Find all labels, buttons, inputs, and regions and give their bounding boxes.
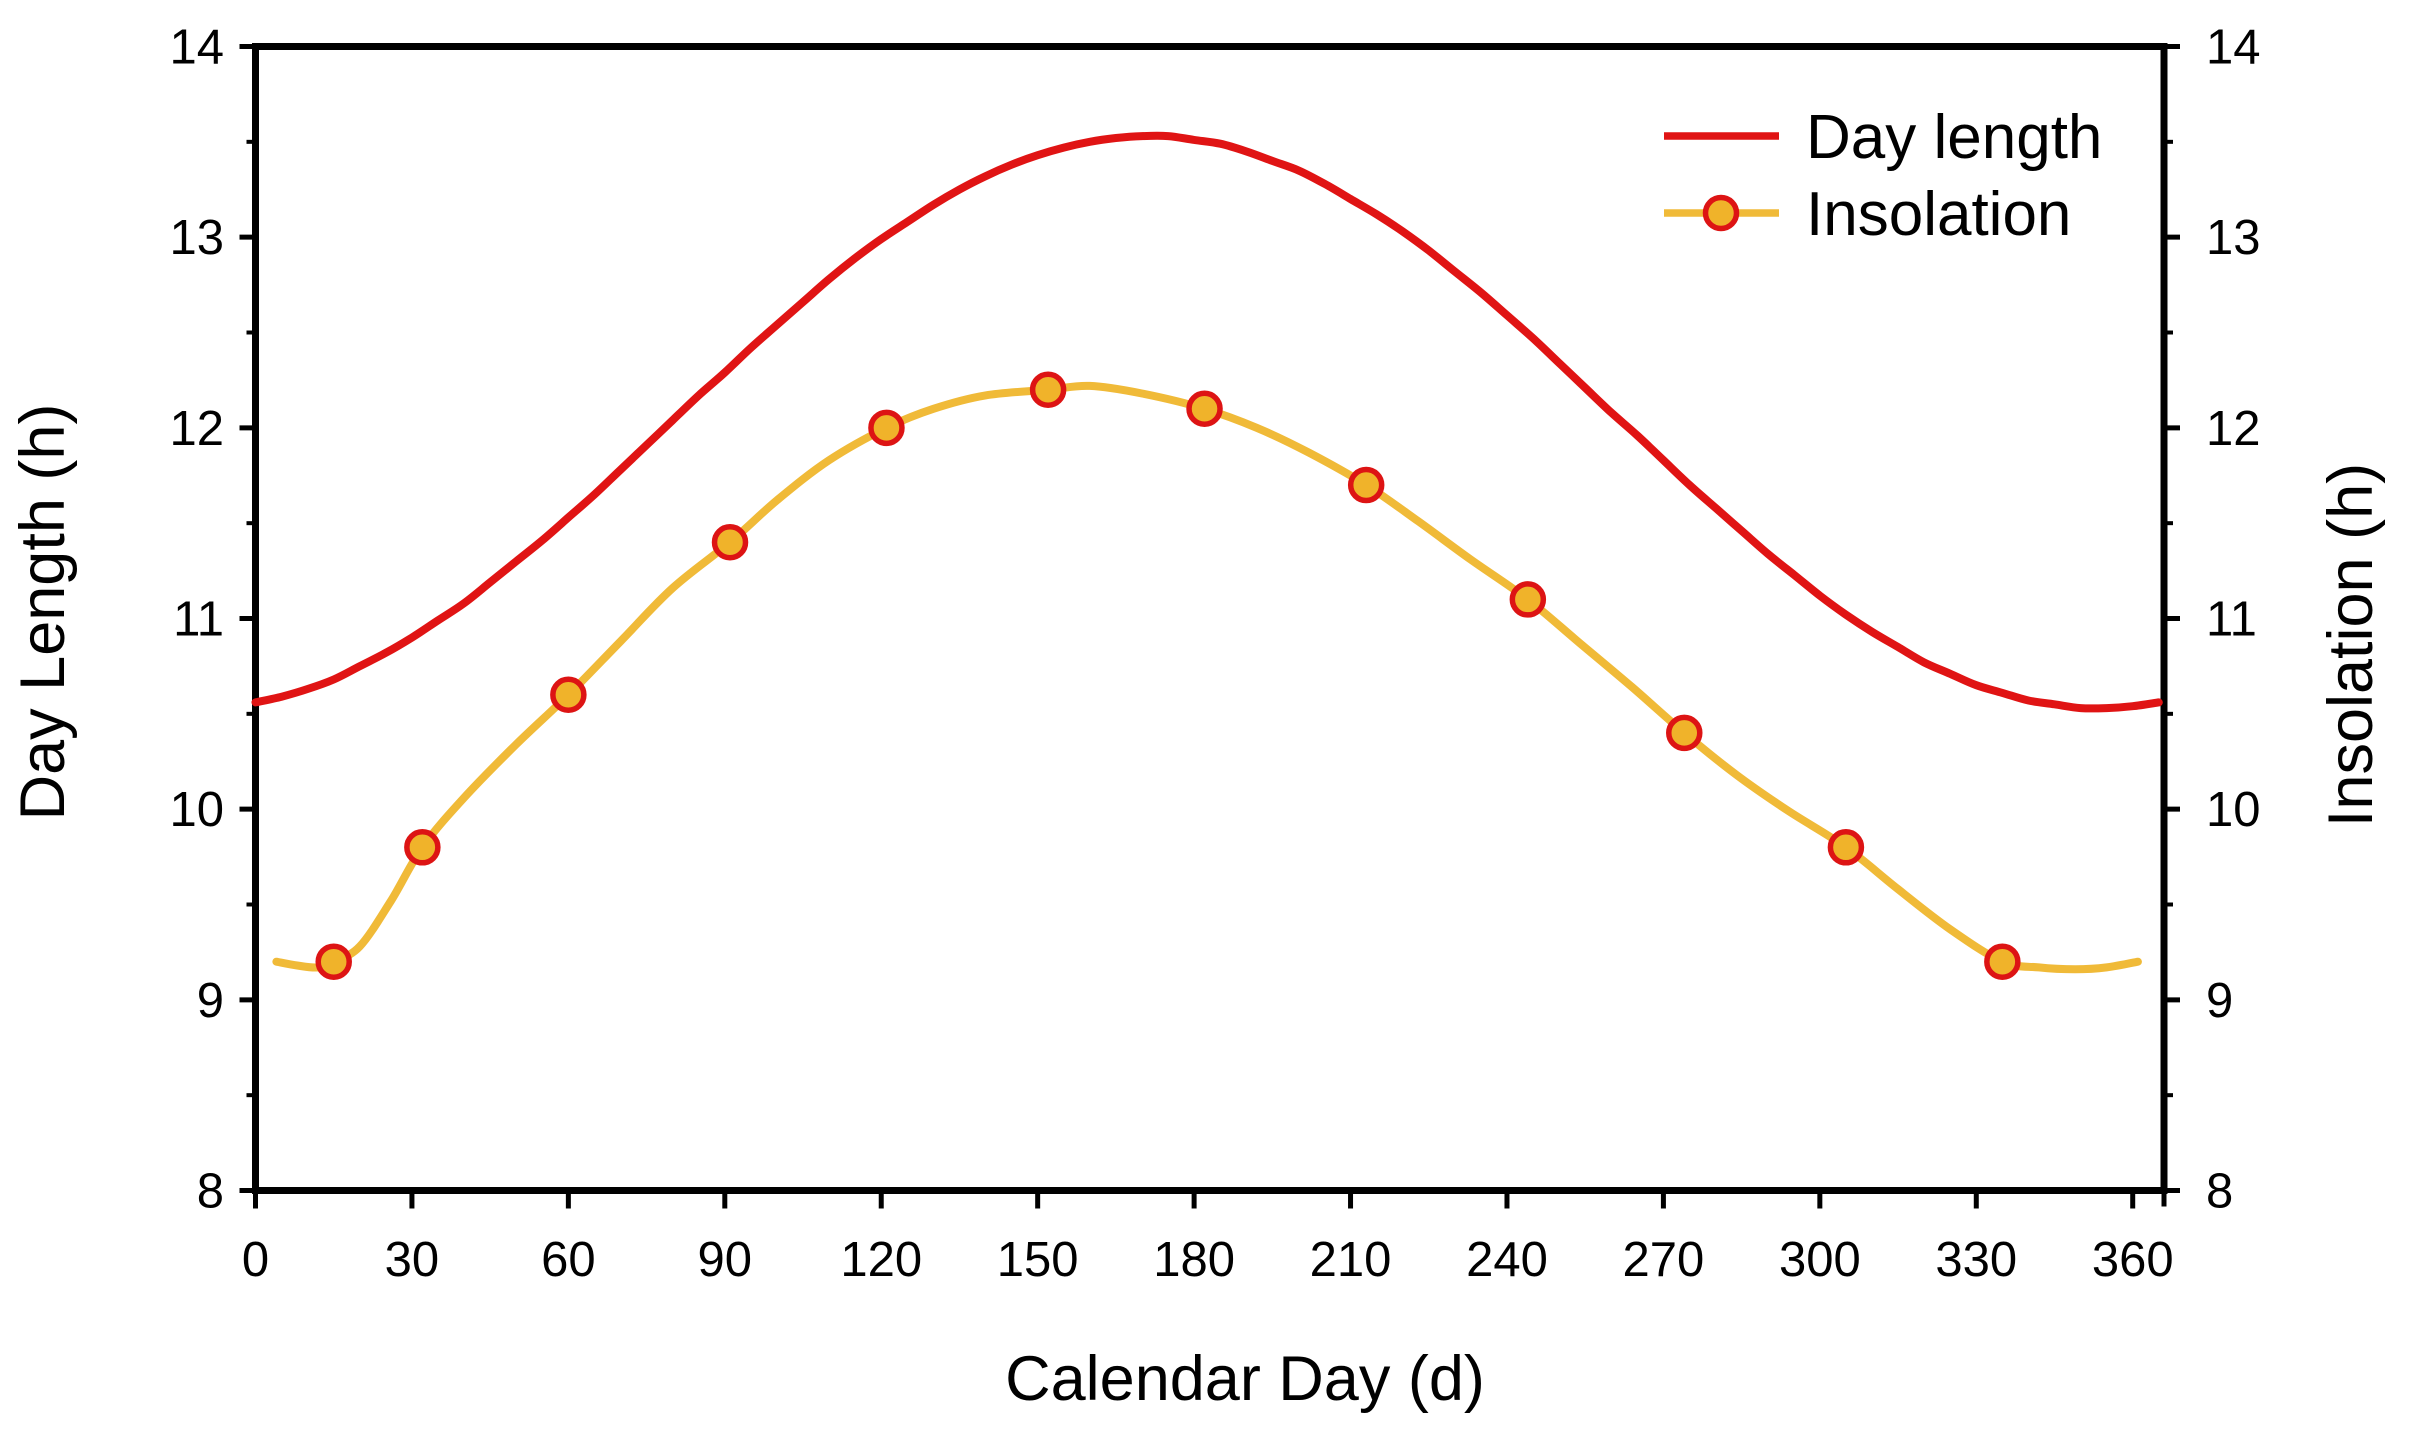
x-axis-tick-label: 300	[1779, 1233, 1861, 1287]
insolation-marker	[1509, 581, 1547, 618]
y-axis-right-tick-label: 8	[2206, 1165, 2233, 1219]
y-axis-left-tick-label: 10	[169, 783, 224, 837]
insolation-marker	[404, 829, 441, 866]
y-axis-right-tick-label: 14	[2206, 21, 2261, 75]
insolation-marker	[1666, 714, 1703, 752]
x-axis-tick-label: 150	[997, 1233, 1079, 1287]
x-axis-tick-label: 120	[840, 1233, 922, 1287]
insolation-marker	[1827, 829, 1865, 866]
insolation-marker	[315, 943, 352, 980]
legend-insolation-marker	[1702, 194, 1740, 232]
y-axis-left-tick-label: 9	[197, 974, 224, 1028]
x-axis-tick-label: 210	[1310, 1233, 1392, 1287]
insolation-marker	[1186, 390, 1223, 428]
x-axis-tick-label: 60	[541, 1233, 596, 1287]
day-length-line	[251, 131, 2163, 713]
y-axis-left-tick-label: 14	[169, 21, 224, 75]
x-axis-tick-label: 90	[698, 1233, 753, 1287]
x-axis-tick-label: 360	[2092, 1233, 2174, 1287]
plot-frame	[252, 43, 2168, 1194]
y-axis-right-tick-label: 12	[2206, 402, 2261, 456]
insolation-marker	[868, 409, 905, 447]
x-axis-title: Calendar Day (d)	[1005, 1344, 1485, 1414]
y-axis-right-title: Insolation (h)	[2316, 463, 2386, 827]
x-axis-tick-label: 30	[385, 1233, 440, 1287]
x-axis-tick-label: 0	[242, 1233, 269, 1287]
y-axis-right-tick-label: 11	[2206, 593, 2257, 647]
legend-insolation-label: Insolation	[1806, 180, 2071, 249]
x-axis-tick-label: 180	[1153, 1233, 1235, 1287]
x-axis-tick-label: 240	[1466, 1233, 1548, 1287]
y-axis-left-tick-label: 11	[173, 593, 224, 647]
y-axis-left-tick-label: 12	[169, 402, 224, 456]
x-axis-tick-label: 330	[1935, 1233, 2017, 1287]
insolation-marker	[711, 523, 749, 561]
insolation-marker	[1984, 943, 2021, 980]
insolation-marker	[1029, 371, 1067, 408]
x-axis-tick-label: 270	[1623, 1233, 1705, 1287]
insolation-marker	[550, 676, 587, 714]
insolation-marker	[1347, 466, 1385, 504]
y-axis-left-tick-label: 8	[197, 1165, 224, 1219]
legend-day-length-label: Day length	[1806, 103, 2102, 172]
y-axis-right-tick-label: 13	[2206, 211, 2261, 265]
y-axis-left-title: Day Length (h)	[8, 404, 78, 821]
y-axis-right-tick-label: 9	[2206, 974, 2233, 1028]
y-axis-right-tick-label: 10	[2206, 783, 2261, 837]
y-axis-left-tick-label: 13	[169, 211, 224, 265]
